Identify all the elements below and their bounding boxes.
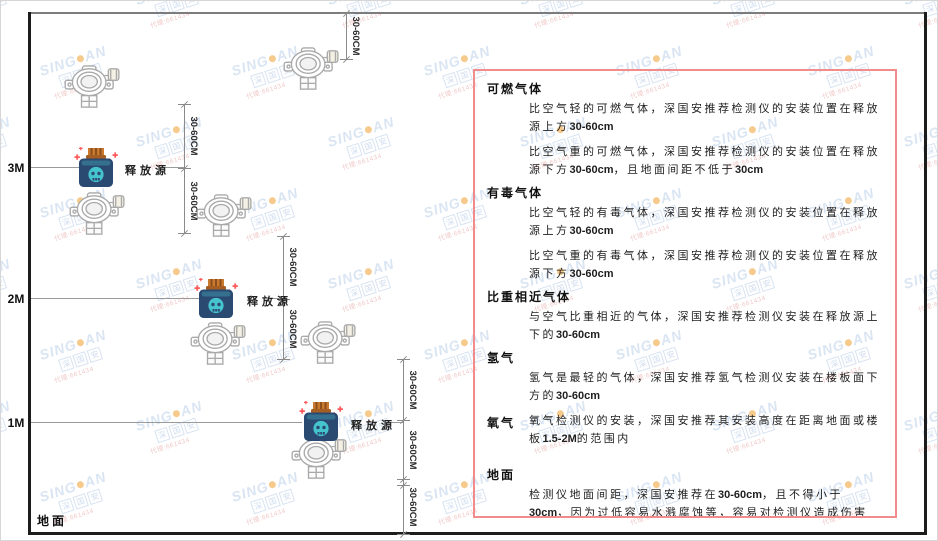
section-paragraph: 检测仪地面间距，深国安推荐在30-60cm，且不得小于30cm，因为过低容易水溅… bbox=[529, 488, 868, 518]
height-label: 3M bbox=[7, 161, 25, 175]
section-paragraph: 比空气轻的可燃气体，深国安推荐检测仪的安装位置在释放源上方30-60cm bbox=[529, 102, 880, 133]
section-heading: 地面 bbox=[487, 468, 516, 482]
panel-section: 可燃气体比空气轻的可燃气体，深国安推荐检测仪的安装位置在释放源上方30-60cm… bbox=[487, 82, 881, 179]
dimension-label: 30-60CM bbox=[407, 370, 418, 410]
info-panel: 可燃气体比空气轻的可燃气体，深国安推荐检测仪的安装位置在释放源上方30-60cm… bbox=[473, 69, 897, 518]
panel-section: 氢气 氢气是最轻的气体，深国安推荐氢气检测仪安装在楼板面下方的30-60cm bbox=[487, 351, 881, 405]
wall-line-right bbox=[924, 12, 927, 535]
gas-detector-icon bbox=[69, 191, 127, 237]
gas-detector-icon bbox=[300, 320, 358, 366]
dimension-line bbox=[346, 13, 347, 59]
section-heading: 氢气 bbox=[487, 351, 516, 365]
release-source-label: 释放源 bbox=[125, 164, 170, 177]
panel-sections: 可燃气体比空气轻的可燃气体，深国安推荐检测仪的安装位置在释放源上方30-60cm… bbox=[487, 82, 881, 518]
dimension-label: 30-60CM bbox=[188, 116, 199, 156]
panel-section: 氧气 氧气检测仪的安装，深国安推荐其安装高度在距离地面或楼板1.5-2M的范围内 bbox=[487, 412, 881, 455]
release-source-label: 释放源 bbox=[247, 295, 292, 308]
gas-detector-icon bbox=[283, 46, 341, 92]
dimension-label: 30-60CM bbox=[350, 16, 361, 56]
dimension-label: 30-60CM bbox=[287, 247, 298, 287]
height-line bbox=[31, 422, 302, 423]
section-paragraph: 与空气比重相近的气体，深国安推荐检测仪安装在释放源上下的30-60cm bbox=[529, 310, 880, 341]
height-line bbox=[31, 167, 79, 168]
section-paragraph: 氢气是最轻的气体，深国安推荐氢气检测仪安装在楼板面下方的30-60cm bbox=[529, 371, 880, 402]
section-paragraph: 比空气轻的有毒气体，深国安推荐检测仪的安装位置在释放源上方30-60cm bbox=[529, 206, 880, 237]
panel-section: 有毒气体比空气轻的有毒气体，深国安推荐检测仪的安装位置在释放源上方30-60cm… bbox=[487, 186, 881, 283]
ground-line bbox=[28, 532, 927, 535]
height-line bbox=[388, 422, 403, 423]
section-paragraph: 氧气检测仪的安装，深国安推荐其安装高度在距离地面或楼板1.5-2M的范围内 bbox=[529, 414, 880, 445]
section-paragraph: 比空气重的可燃气体，深国安推荐检测仪的安装位置在释放源下方30-60cm，且地面… bbox=[529, 145, 880, 176]
ceiling-line bbox=[29, 12, 925, 14]
gas-detector-icon bbox=[196, 193, 254, 239]
section-heading: 氧气 bbox=[487, 416, 516, 430]
section-heading: 有毒气体 bbox=[487, 186, 544, 200]
height-label: 2M bbox=[7, 292, 25, 306]
section-heading: 比重相近气体 bbox=[487, 290, 572, 304]
dimension-label: 30-60CM bbox=[407, 487, 418, 527]
height-line bbox=[272, 298, 283, 299]
height-line bbox=[162, 167, 184, 168]
wall-line-left bbox=[28, 12, 31, 535]
height-line bbox=[31, 298, 199, 299]
section-heading: 可燃气体 bbox=[487, 82, 544, 96]
ground-label: 地面 bbox=[37, 514, 68, 528]
release-source-label: 释放源 bbox=[351, 419, 396, 432]
section-paragraph: 比空气重的有毒气体，深国安推荐检测仪的安装位置在释放源下方30-60cm bbox=[529, 249, 880, 280]
release-source-icon bbox=[72, 147, 120, 189]
gas-detector-icon bbox=[64, 64, 122, 110]
panel-section: 地面 检测仪地面间距，深国安推荐在30-60cm，且不得小于30cm，因为过低容易… bbox=[487, 468, 881, 518]
gas-detector-icon bbox=[190, 321, 248, 367]
height-label: 1M bbox=[7, 416, 25, 430]
dimension-label: 30-60CM bbox=[407, 430, 418, 470]
release-source-icon bbox=[192, 278, 240, 320]
panel-section: 比重相近气体与空气比重相近的气体，深国安推荐检测仪安装在释放源上下的30-60c… bbox=[487, 290, 881, 344]
release-source-icon bbox=[297, 401, 345, 443]
dimension-line bbox=[403, 359, 404, 534]
